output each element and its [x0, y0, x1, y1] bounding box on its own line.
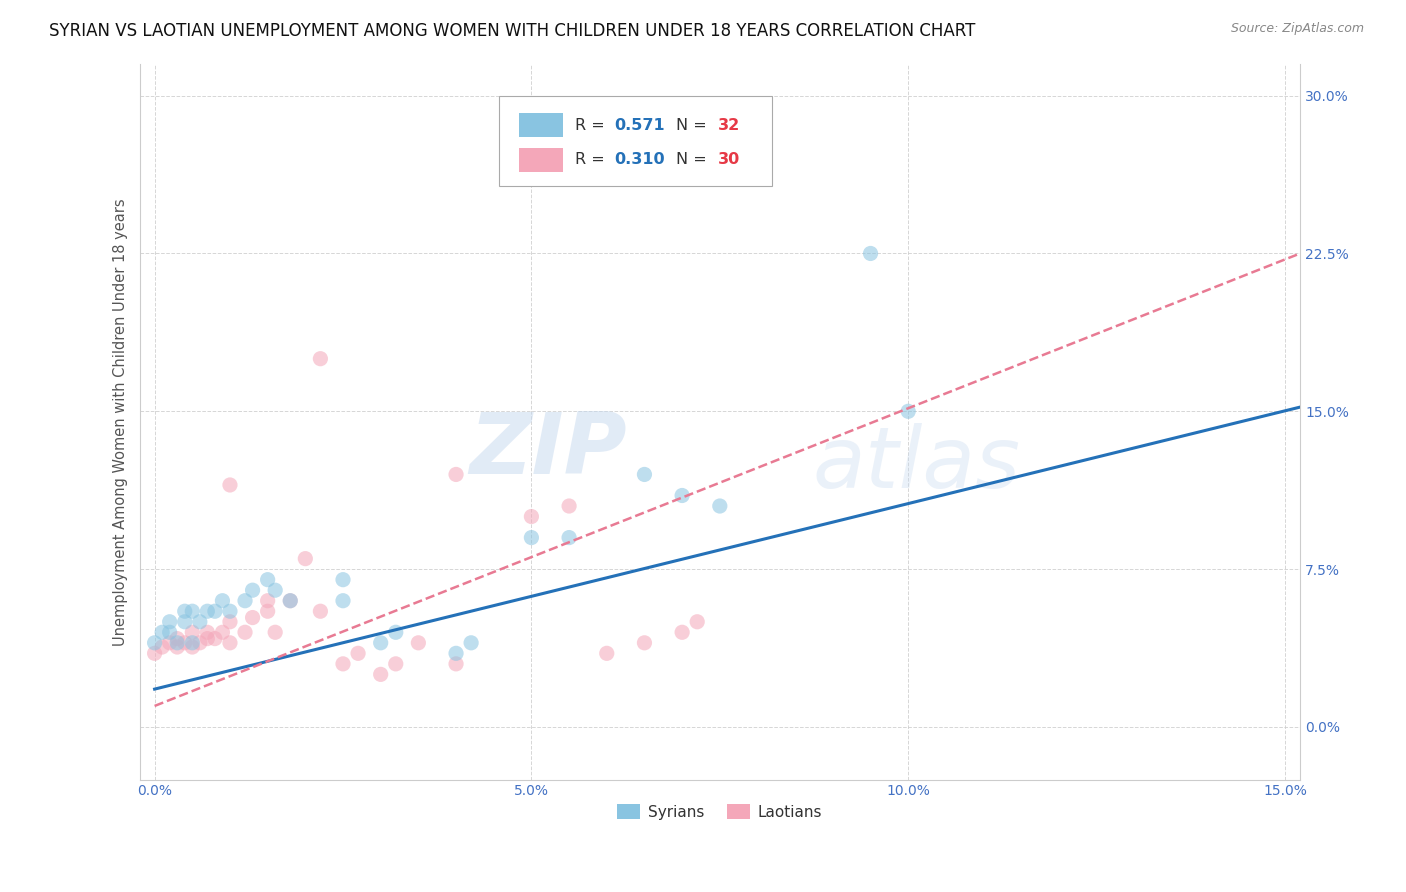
Point: [211, 593, 233, 607]
Point: [278, 593, 301, 607]
Point: [181, 604, 204, 618]
Point: [347, 646, 370, 660]
Point: [370, 667, 392, 681]
Point: [558, 531, 581, 545]
Text: 32: 32: [717, 118, 740, 133]
Point: [671, 488, 693, 502]
Point: [460, 636, 482, 650]
Point: [204, 604, 226, 618]
Point: [143, 636, 166, 650]
Point: [256, 573, 278, 587]
Point: [859, 246, 882, 260]
Point: [294, 551, 316, 566]
Point: [408, 636, 430, 650]
Point: [143, 646, 166, 660]
Point: [370, 636, 392, 650]
Point: [596, 646, 619, 660]
Point: [256, 593, 278, 607]
Text: Source: ZipAtlas.com: Source: ZipAtlas.com: [1230, 22, 1364, 36]
Point: [195, 604, 218, 618]
Text: N =: N =: [676, 118, 711, 133]
Point: [897, 404, 920, 418]
Point: [384, 625, 406, 640]
Point: [264, 625, 287, 640]
Point: [219, 615, 242, 629]
Point: [444, 646, 467, 660]
FancyBboxPatch shape: [499, 96, 772, 186]
Point: [150, 640, 173, 654]
Text: 0.310: 0.310: [614, 153, 665, 168]
Y-axis label: Unemployment Among Women with Children Under 18 years: Unemployment Among Women with Children U…: [114, 198, 128, 646]
Legend: Syrians, Laotians: Syrians, Laotians: [612, 797, 828, 826]
Point: [211, 625, 233, 640]
Point: [558, 499, 581, 513]
Point: [219, 636, 242, 650]
Point: [181, 625, 204, 640]
Point: [233, 593, 256, 607]
Point: [444, 467, 467, 482]
Point: [444, 657, 467, 671]
Point: [520, 509, 543, 524]
Point: [671, 625, 693, 640]
Point: [204, 632, 226, 646]
Point: [173, 604, 195, 618]
Point: [256, 604, 278, 618]
Text: 0.571: 0.571: [614, 118, 665, 133]
Text: N =: N =: [676, 153, 711, 168]
Point: [173, 615, 195, 629]
Point: [219, 478, 242, 492]
Point: [242, 610, 264, 624]
Point: [166, 640, 188, 654]
Text: SYRIAN VS LAOTIAN UNEMPLOYMENT AMONG WOMEN WITH CHILDREN UNDER 18 YEARS CORRELAT: SYRIAN VS LAOTIAN UNEMPLOYMENT AMONG WOM…: [49, 22, 976, 40]
Point: [150, 625, 173, 640]
Point: [233, 625, 256, 640]
Point: [159, 625, 181, 640]
Point: [181, 636, 204, 650]
Point: [332, 573, 354, 587]
Point: [195, 632, 218, 646]
Text: atlas: atlas: [813, 424, 1021, 507]
Point: [188, 636, 211, 650]
Point: [242, 583, 264, 598]
Point: [709, 499, 731, 513]
Point: [173, 636, 195, 650]
Point: [633, 636, 655, 650]
Point: [166, 632, 188, 646]
Point: [633, 467, 655, 482]
Point: [159, 615, 181, 629]
Point: [309, 604, 332, 618]
Point: [159, 636, 181, 650]
Text: R =: R =: [575, 153, 610, 168]
Point: [188, 615, 211, 629]
Point: [219, 604, 242, 618]
Point: [278, 593, 301, 607]
Point: [195, 625, 218, 640]
Point: [309, 351, 332, 366]
Text: ZIP: ZIP: [470, 409, 627, 492]
Point: [332, 593, 354, 607]
Text: R =: R =: [575, 118, 610, 133]
Text: 30: 30: [717, 153, 740, 168]
Point: [520, 531, 543, 545]
Bar: [519, 113, 564, 137]
Point: [166, 636, 188, 650]
Bar: [519, 148, 564, 172]
Point: [181, 640, 204, 654]
Point: [686, 615, 709, 629]
Point: [332, 657, 354, 671]
Point: [264, 583, 287, 598]
Point: [384, 657, 406, 671]
